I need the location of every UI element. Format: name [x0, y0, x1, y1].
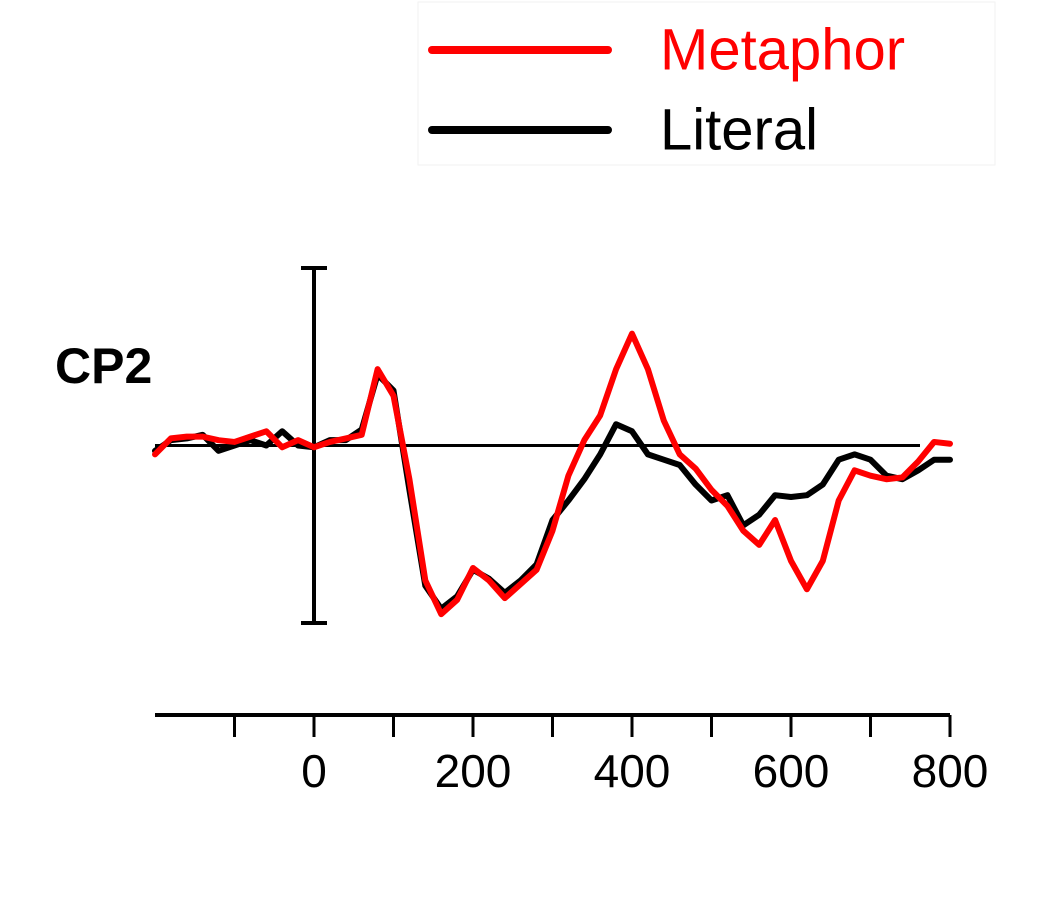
legend-label: Metaphor — [660, 17, 905, 82]
legend-label: Literal — [660, 97, 818, 162]
x-tick-label: 800 — [912, 745, 989, 797]
chart-title: CP2 — [55, 338, 152, 394]
series-line — [152, 371, 953, 612]
x-tick-label: 0 — [301, 745, 327, 797]
x-tick-label: 200 — [435, 745, 512, 797]
series-line — [152, 330, 953, 618]
legend-box — [417, 1, 996, 166]
x-tick-label: 600 — [753, 745, 830, 797]
x-tick-label: 400 — [594, 745, 671, 797]
